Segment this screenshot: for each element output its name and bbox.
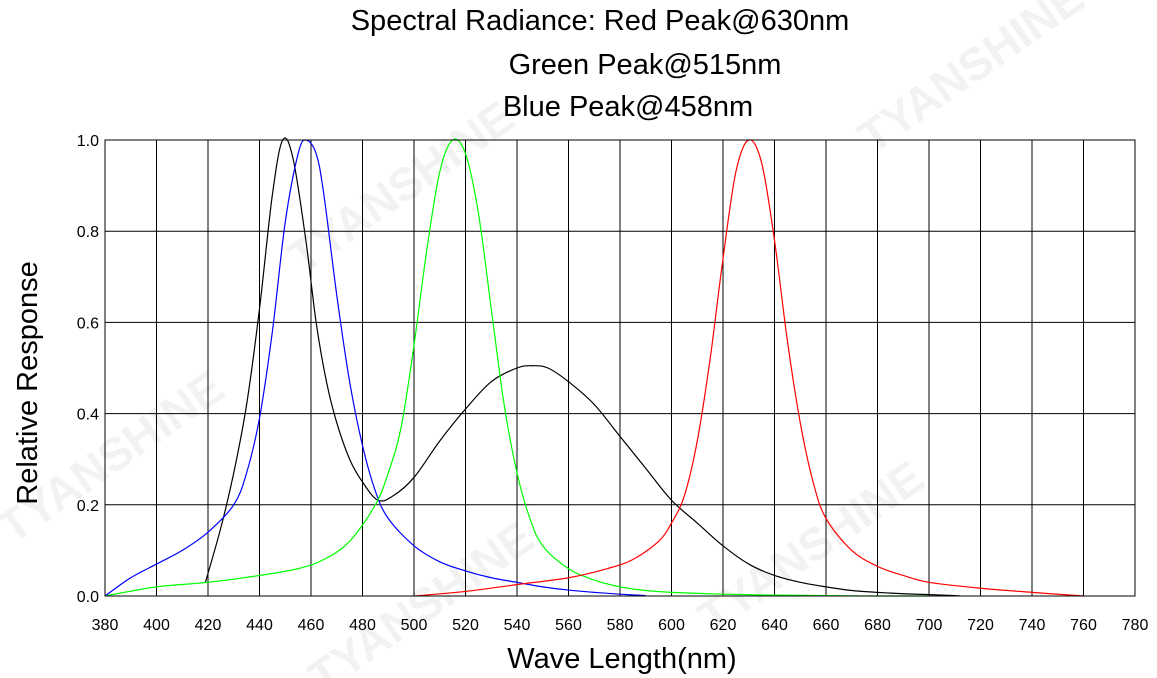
- y-axis-label: Relative Response: [12, 261, 44, 504]
- x-tick-label: 500: [401, 617, 428, 634]
- x-tick-label: 600: [658, 617, 685, 634]
- y-tick-label: 0.2: [77, 498, 99, 515]
- y-tick-label: 0.0: [77, 589, 99, 606]
- y-tick-label: 0.4: [77, 407, 99, 424]
- grid: [104, 139, 1136, 597]
- title-line-1: Spectral Radiance: Red Peak@630nm: [351, 5, 850, 37]
- x-tick-label: 680: [864, 617, 891, 634]
- x-tick-label: 740: [1019, 617, 1046, 634]
- plot-frame: [104, 139, 1136, 597]
- y-tick-label: 0.8: [77, 224, 99, 241]
- x-tick-label: 660: [813, 617, 840, 634]
- x-tick-label: 440: [246, 617, 273, 634]
- x-axis-label: Wave Length(nm): [507, 643, 736, 675]
- x-tick-label: 540: [504, 617, 531, 634]
- x-tick-label: 580: [607, 617, 634, 634]
- x-tick-label: 760: [1070, 617, 1097, 634]
- x-tick-label: 460: [298, 617, 325, 634]
- x-tick-label: 520: [452, 617, 479, 634]
- x-tick-label: 620: [710, 617, 737, 634]
- y-tick-labels: 0.0 0.2 0.4 0.6 0.8 1.0: [77, 133, 99, 606]
- x-tick-label: 560: [555, 617, 582, 634]
- watermark-text: TYANSHINE: [689, 451, 933, 644]
- x-tick-label: 700: [916, 617, 943, 634]
- x-tick-label: 640: [761, 617, 788, 634]
- watermark-text: TYANSHINE: [279, 91, 523, 284]
- x-tick-label: 420: [195, 617, 222, 634]
- title-line-3: Blue Peak@458nm: [503, 91, 753, 123]
- watermark-text: TYANSHINE: [299, 511, 543, 678]
- series-line-1: [104, 139, 646, 597]
- chart-title: Spectral Radiance: Red Peak@630nm Green …: [351, 5, 850, 123]
- watermark-text: TYANSHINE: [849, 0, 1093, 163]
- title-line-2: Green Peak@515nm: [509, 49, 782, 81]
- x-tick-label: 380: [92, 617, 119, 634]
- series-lines: [104, 137, 1084, 597]
- series-line-2: [104, 138, 930, 597]
- y-tick-label: 1.0: [77, 133, 99, 150]
- x-tick-label: 480: [349, 617, 376, 634]
- x-tick-labels: 380 400 420 440 460 480 500 520 540 560 580 600 620 6…: [92, 617, 1149, 634]
- y-tick-label: 0.6: [77, 315, 99, 332]
- x-tick-label: 780: [1122, 617, 1149, 634]
- x-tick-label: 400: [143, 617, 170, 634]
- x-tick-label: 720: [967, 617, 994, 634]
